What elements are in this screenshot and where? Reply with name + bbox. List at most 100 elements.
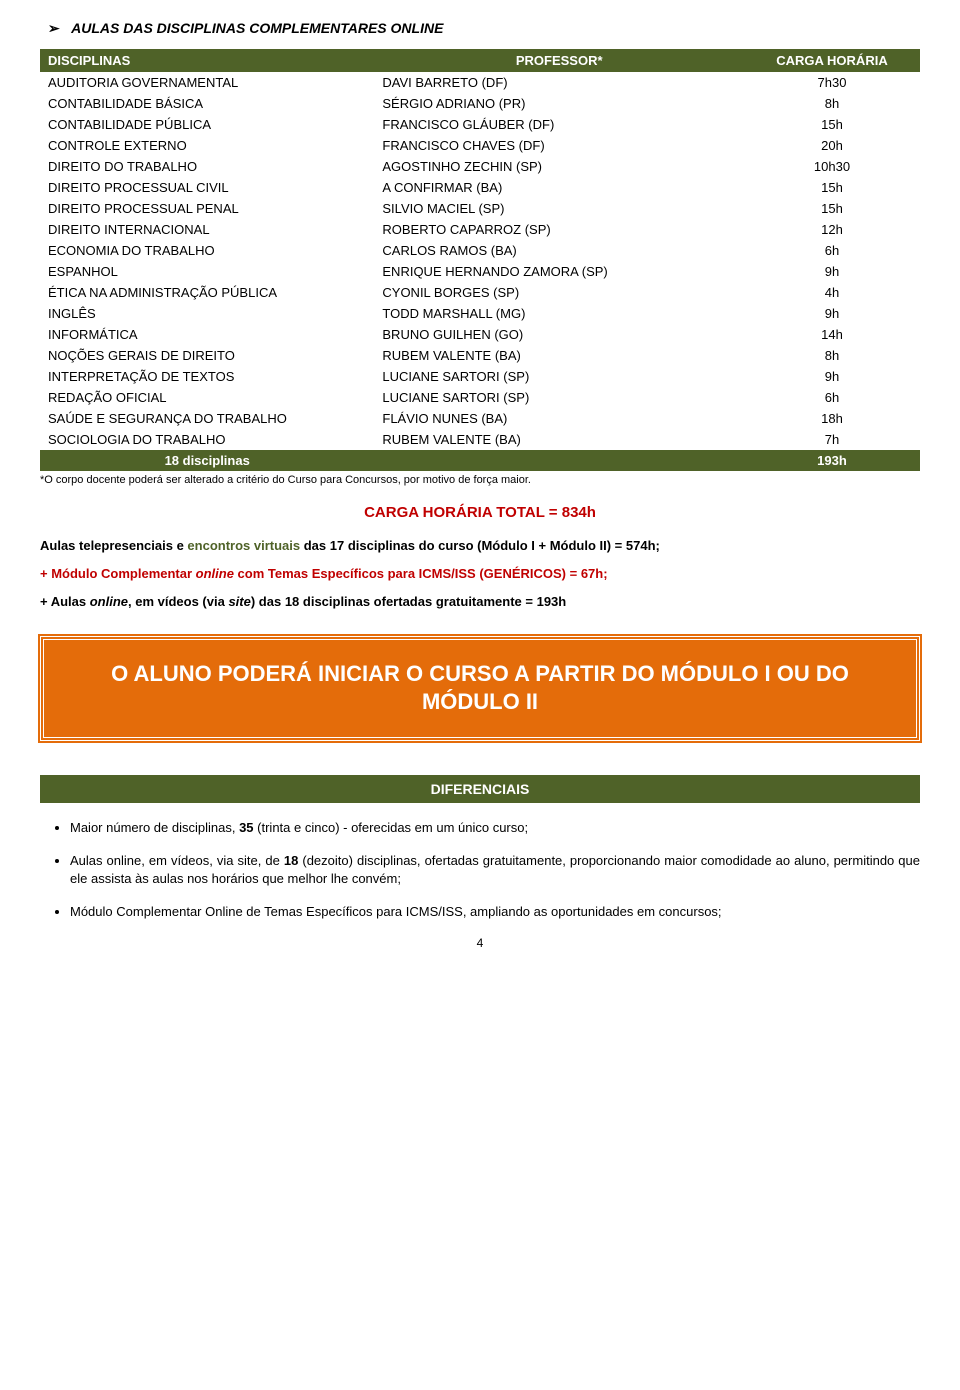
table-cell: ENRIQUE HERNANDO ZAMORA (SP): [374, 261, 744, 282]
table-row: CONTROLE EXTERNOFRANCISCO CHAVES (DF)20h: [40, 135, 920, 156]
table-cell: ROBERTO CAPARROZ (SP): [374, 219, 744, 240]
list-item: Módulo Complementar Online de Temas Espe…: [70, 903, 920, 922]
table-cell: AGOSTINHO ZECHIN (SP): [374, 156, 744, 177]
table-cell: RUBEM VALENTE (BA): [374, 429, 744, 450]
orange-callout-text: O ALUNO PODERÁ INICIAR O CURSO A PARTIR …: [64, 660, 896, 717]
section-title: ➢ AULAS DAS DISCIPLINAS COMPLEMENTARES O…: [48, 20, 920, 37]
bullet-bold: 35: [239, 820, 253, 835]
para3-mid: , em vídeos (via: [128, 594, 228, 609]
table-cell: SILVIO MACIEL (SP): [374, 198, 744, 219]
arrow-icon: ➢: [48, 20, 60, 36]
disciplines-table: DISCIPLINAS PROFESSOR* CARGA HORÁRIA AUD…: [40, 49, 920, 471]
bullet-bold: 18: [284, 853, 298, 868]
list-item: Aulas online, em vídeos, via site, de 18…: [70, 852, 920, 890]
table-header-row: DISCIPLINAS PROFESSOR* CARGA HORÁRIA: [40, 49, 920, 72]
table-cell: 6h: [744, 387, 920, 408]
para2-prefix: + Módulo Complementar: [40, 566, 196, 581]
para1-green: encontros virtuais: [187, 538, 300, 553]
bullet-post: (trinta e cinco) - oferecidas em um únic…: [254, 820, 529, 835]
para3-prefix: + Aulas: [40, 594, 90, 609]
table-cell: CARLOS RAMOS (BA): [374, 240, 744, 261]
table-cell: INTERPRETAÇÃO DE TEXTOS: [40, 366, 374, 387]
th-disciplinas: DISCIPLINAS: [40, 49, 374, 72]
table-cell: 20h: [744, 135, 920, 156]
table-row: INTERPRETAÇÃO DE TEXTOSLUCIANE SARTORI (…: [40, 366, 920, 387]
table-row: REDAÇÃO OFICIALLUCIANE SARTORI (SP)6h: [40, 387, 920, 408]
para2-suffix: com Temas Específicos para ICMS/ISS (GEN…: [234, 566, 608, 581]
th-carga: CARGA HORÁRIA: [744, 49, 920, 72]
table-cell: A CONFIRMAR (BA): [374, 177, 744, 198]
table-cell: ECONOMIA DO TRABALHO: [40, 240, 374, 261]
table-row: SAÚDE E SEGURANÇA DO TRABALHOFLÁVIO NUNE…: [40, 408, 920, 429]
table-cell: 15h: [744, 114, 920, 135]
para3-suffix: ) das 18 disciplinas ofertadas gratuitam…: [251, 594, 566, 609]
table-row: CONTABILIDADE PÚBLICAFRANCISCO GLÁUBER (…: [40, 114, 920, 135]
para1-prefix: Aulas telepresenciais e: [40, 538, 187, 553]
table-row: DIREITO PROCESSUAL PENALSILVIO MACIEL (S…: [40, 198, 920, 219]
para-2: + Módulo Complementar online com Temas E…: [40, 565, 920, 583]
section-title-online: ONLINE: [391, 20, 444, 36]
table-cell: CONTABILIDADE BÁSICA: [40, 93, 374, 114]
bullet-pre: Aulas online, em vídeos, via site, de: [70, 853, 284, 868]
table-row: AUDITORIA GOVERNAMENTALDAVI BARRETO (DF)…: [40, 72, 920, 93]
carga-total: CARGA HORÁRIA TOTAL = 834h: [40, 504, 920, 521]
table-cell: 14h: [744, 324, 920, 345]
table-cell: SAÚDE E SEGURANÇA DO TRABALHO: [40, 408, 374, 429]
orange-callout: O ALUNO PODERÁ INICIAR O CURSO A PARTIR …: [40, 636, 920, 741]
bullet-pre: Maior número de disciplinas,: [70, 820, 239, 835]
table-row: ÉTICA NA ADMINISTRAÇÃO PÚBLICACYONIL BOR…: [40, 282, 920, 303]
para2-italic: online: [196, 566, 234, 581]
table-row: ESPANHOLENRIQUE HERNANDO ZAMORA (SP)9h: [40, 261, 920, 282]
table-cell: DIREITO DO TRABALHO: [40, 156, 374, 177]
table-cell: LUCIANE SARTORI (SP): [374, 366, 744, 387]
para-3: + Aulas online, em vídeos (via site) das…: [40, 593, 920, 611]
table-cell: SÉRGIO ADRIANO (PR): [374, 93, 744, 114]
table-row: INFORMÁTICABRUNO GUILHEN (GO)14h: [40, 324, 920, 345]
para1-suffix: das 17 disciplinas do curso (Módulo I + …: [300, 538, 660, 553]
table-cell: 15h: [744, 198, 920, 219]
table-total-row: 18 disciplinas 193h: [40, 450, 920, 471]
table-cell: DIREITO INTERNACIONAL: [40, 219, 374, 240]
table-cell: 8h: [744, 345, 920, 366]
table-cell: 15h: [744, 177, 920, 198]
total-empty: [374, 450, 744, 471]
table-row: ECONOMIA DO TRABALHOCARLOS RAMOS (BA)6h: [40, 240, 920, 261]
table-cell: 7h30: [744, 72, 920, 93]
table-cell: REDAÇÃO OFICIAL: [40, 387, 374, 408]
table-cell: CYONIL BORGES (SP): [374, 282, 744, 303]
table-cell: INFORMÁTICA: [40, 324, 374, 345]
table-cell: AUDITORIA GOVERNAMENTAL: [40, 72, 374, 93]
table-row: DIREITO INTERNACIONALROBERTO CAPARROZ (S…: [40, 219, 920, 240]
table-row: DIREITO DO TRABALHOAGOSTINHO ZECHIN (SP)…: [40, 156, 920, 177]
total-hours: 193h: [744, 450, 920, 471]
table-cell: FRANCISCO GLÁUBER (DF): [374, 114, 744, 135]
table-cell: DIREITO PROCESSUAL PENAL: [40, 198, 374, 219]
table-cell: ESPANHOL: [40, 261, 374, 282]
list-item: Maior número de disciplinas, 35 (trinta …: [70, 819, 920, 838]
total-label: 18 disciplinas: [40, 450, 374, 471]
table-cell: 9h: [744, 366, 920, 387]
table-cell: 18h: [744, 408, 920, 429]
table-cell: DAVI BARRETO (DF): [374, 72, 744, 93]
table-cell: FRANCISCO CHAVES (DF): [374, 135, 744, 156]
table-cell: 9h: [744, 261, 920, 282]
table-cell: 6h: [744, 240, 920, 261]
table-cell: 8h: [744, 93, 920, 114]
table-cell: ÉTICA NA ADMINISTRAÇÃO PÚBLICA: [40, 282, 374, 303]
table-cell: 4h: [744, 282, 920, 303]
table-cell: 10h30: [744, 156, 920, 177]
table-row: DIREITO PROCESSUAL CIVILA CONFIRMAR (BA)…: [40, 177, 920, 198]
bullets-list: Maior número de disciplinas, 35 (trinta …: [40, 819, 920, 922]
table-cell: FLÁVIO NUNES (BA): [374, 408, 744, 429]
table-cell: DIREITO PROCESSUAL CIVIL: [40, 177, 374, 198]
table-cell: INGLÊS: [40, 303, 374, 324]
section-title-main: AULAS DAS DISCIPLINAS COMPLEMENTARES: [71, 20, 387, 36]
para3-italic1: online: [90, 594, 128, 609]
diferenciais-header: DIFERENCIAIS: [40, 775, 920, 803]
table-cell: SOCIOLOGIA DO TRABALHO: [40, 429, 374, 450]
table-cell: TODD MARSHALL (MG): [374, 303, 744, 324]
table-cell: 12h: [744, 219, 920, 240]
para-1: Aulas telepresenciais e encontros virtua…: [40, 537, 920, 555]
bullet-pre: Módulo Complementar Online de Temas Espe…: [70, 904, 722, 919]
table-cell: BRUNO GUILHEN (GO): [374, 324, 744, 345]
